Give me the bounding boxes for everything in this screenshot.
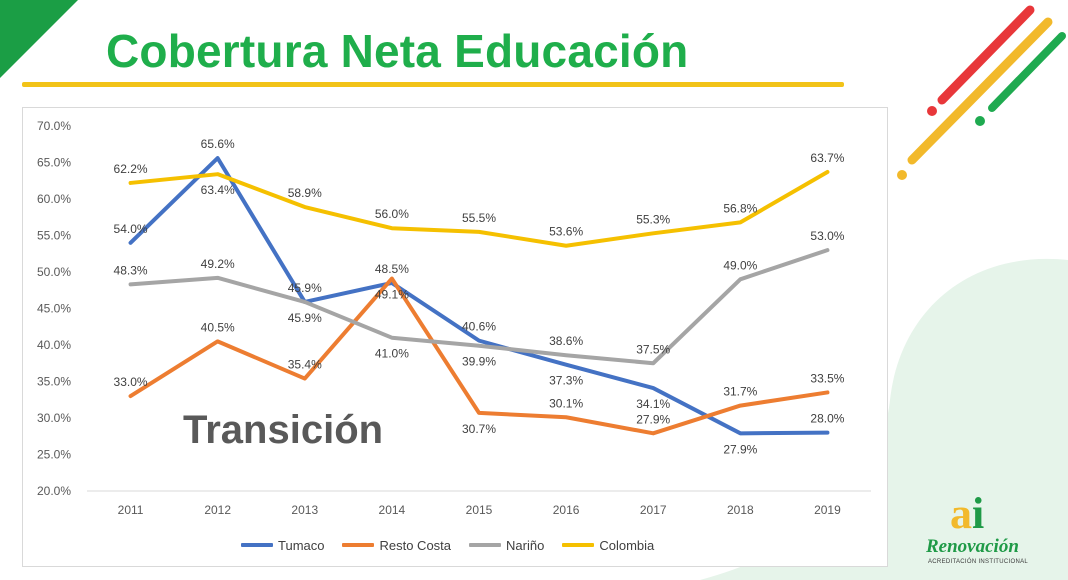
y-tick-label: 60.0% (37, 192, 71, 206)
data-label: 49.1% (375, 288, 409, 302)
data-label: 49.0% (723, 258, 757, 272)
y-tick-label: 35.0% (37, 375, 71, 389)
legend-item: Tumaco (241, 538, 324, 553)
legend-label: Colombia (599, 537, 655, 553)
line-chart: 20.0% 25.0% 30.0% 35.0% 40.0% 45.0% 50.0% 55.0%… (37, 119, 871, 517)
data-label: 33.5% (810, 371, 844, 385)
data-label: 35.4% (288, 358, 322, 372)
y-tick-label: 25.0% (37, 448, 71, 462)
data-label: 37.3% (549, 374, 583, 388)
data-label: 56.8% (723, 201, 757, 215)
overlay-label: Transición (183, 408, 384, 452)
x-tick-label: 2016 (553, 503, 580, 517)
data-label: 63.7% (810, 151, 844, 165)
legend-item: Colombia (562, 538, 654, 553)
data-label: 28.0% (810, 412, 844, 426)
data-label: 30.1% (549, 396, 583, 410)
data-label: 45.9% (288, 281, 322, 295)
legend-swatch (469, 543, 502, 547)
chart-frame: 20.0% 25.0% 30.0% 35.0% 40.0% 45.0% 50.0% 55.0%… (22, 107, 888, 567)
data-label: 58.9% (288, 186, 322, 200)
data-label: 31.7% (723, 385, 757, 399)
data-label: 53.6% (549, 225, 583, 239)
background-shape-decoration (700, 258, 1068, 580)
x-tick-label: 2013 (291, 503, 318, 517)
data-label: 55.3% (636, 212, 670, 226)
slide-title: Cobertura Neta Educación (106, 25, 689, 77)
legend-label: Resto Costa (379, 537, 452, 553)
data-label: 62.2% (114, 162, 148, 176)
y-tick-label: 65.0% (37, 156, 71, 170)
y-tick-label: 45.0% (37, 302, 71, 316)
y-tick-label: 20.0% (37, 484, 71, 498)
renovacion-logo: ai Renovación ACREDITACIÓN INSTITUCIONAL (920, 492, 1032, 576)
x-tick-label: 2011 (118, 503, 144, 517)
x-tick-label: 2014 (379, 503, 406, 517)
legend-swatch (241, 543, 273, 547)
y-tick-label: 40.0% (37, 338, 71, 352)
data-label: 40.6% (462, 320, 496, 334)
legend-swatch (562, 543, 595, 547)
title-underline (22, 82, 844, 87)
data-label: 40.5% (201, 320, 235, 334)
data-label: 49.2% (201, 257, 235, 271)
data-label: 48.5% (375, 262, 409, 276)
series-line-colombia (128, 169, 830, 248)
logo-word: Renovación (926, 536, 1019, 557)
series-line-resto-costa (128, 276, 830, 436)
data-label: 33.0% (114, 375, 148, 389)
data-label: 30.7% (462, 422, 496, 436)
diagonal-stripes-decoration (897, 5, 1066, 180)
data-label: 38.6% (549, 334, 583, 348)
data-label: 39.9% (462, 355, 496, 369)
chart-legend: Tumaco Resto Costa Nariño Colombia (241, 535, 654, 555)
legend-label: Tumaco (278, 537, 325, 553)
logo-subtitle: ACREDITACIÓN INSTITUCIONAL (928, 559, 1029, 565)
data-label: 55.5% (462, 211, 496, 225)
legend-item: Resto Costa (342, 538, 451, 553)
legend-label: Nariño (506, 537, 545, 553)
x-tick-label: 2015 (466, 503, 493, 517)
corner-triangle-decoration (0, 0, 78, 78)
y-tick-label: 30.0% (37, 411, 71, 425)
x-tick-label: 2017 (640, 503, 667, 517)
data-label: 27.9% (723, 442, 757, 456)
x-tick-label: 2012 (204, 503, 231, 517)
legend-item: Nariño (469, 538, 544, 553)
y-tick-label: 70.0% (37, 119, 71, 133)
series-line-tumaco (128, 156, 830, 436)
series-line-nariño (128, 248, 830, 366)
data-label: 34.1% (636, 397, 670, 411)
data-label: 27.9% (636, 412, 670, 426)
data-label: 65.6% (201, 137, 235, 151)
data-label: 53.0% (810, 229, 844, 243)
y-tick-label: 55.0% (37, 229, 71, 243)
x-tick-label: 2019 (814, 503, 841, 517)
data-label: 63.4% (201, 183, 235, 197)
logo-mark: ai (950, 489, 985, 538)
data-label: 48.3% (114, 263, 148, 277)
data-label: 54.0% (114, 222, 148, 236)
data-label: 45.9% (288, 311, 322, 325)
data-label: 41.0% (375, 347, 409, 361)
data-label: 56.0% (375, 207, 409, 221)
data-label: 37.5% (636, 342, 670, 356)
x-tick-label: 2018 (727, 503, 754, 517)
legend-swatch (342, 543, 375, 547)
y-tick-label: 50.0% (37, 265, 71, 279)
